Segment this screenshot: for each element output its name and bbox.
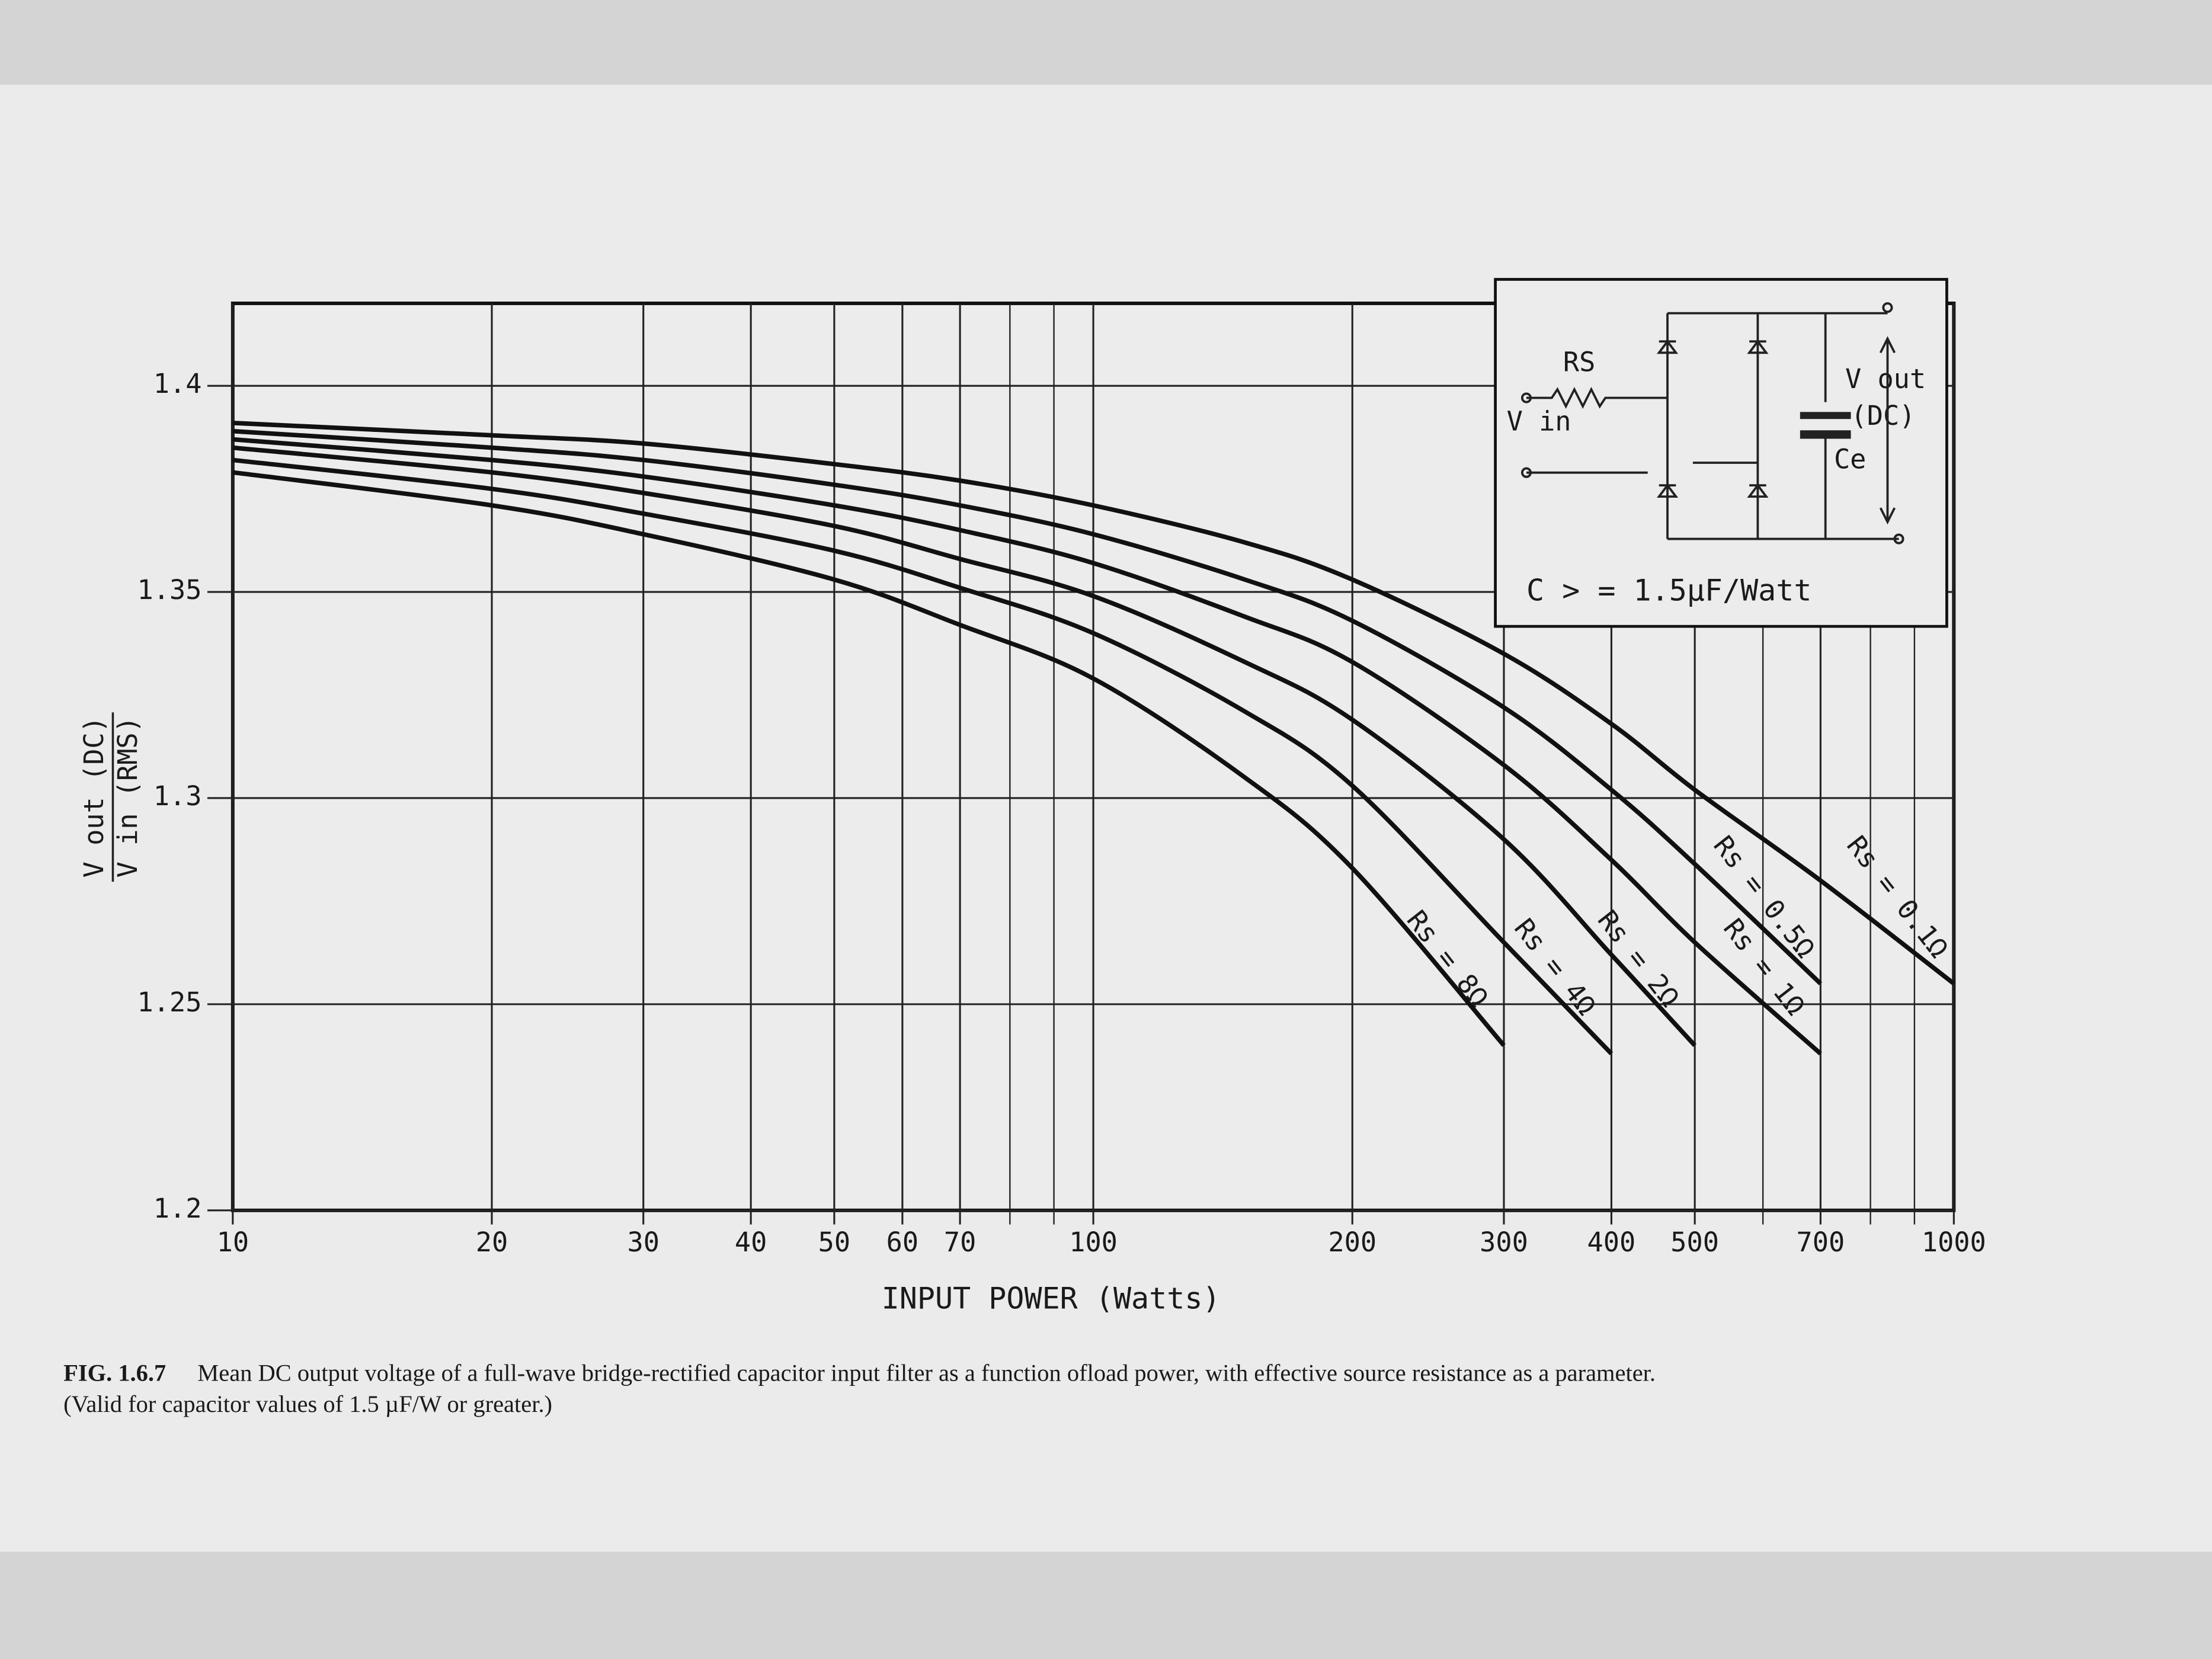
terminal: [1520, 392, 1532, 403]
curve: [232, 428, 1822, 985]
inset-circuit: RS V in V out (DC) Ce C > = 1.5µF/Watt: [1494, 278, 1948, 628]
inset-label: V out: [1845, 363, 1926, 395]
diodes: [1656, 340, 1769, 498]
x-tick-label: 50: [818, 1226, 850, 1258]
curve: [232, 420, 1955, 986]
inset-label: V in: [1507, 405, 1571, 437]
y-tick-label: 1.4: [153, 368, 202, 399]
curve: [232, 437, 1822, 1056]
inset-label: RS: [1563, 346, 1595, 377]
x-tick-label: 1000: [1922, 1226, 1986, 1258]
arrow: [1879, 336, 1896, 525]
capacitor: [1800, 430, 1851, 439]
caption-text: Mean DC output voltage of a full-wave br…: [197, 1360, 1656, 1386]
x-axis-title: INPUT POWER (Watts): [882, 1282, 1221, 1316]
x-tick-label: 300: [1480, 1226, 1528, 1258]
y-axis-title-numerator: V out (DC): [78, 716, 110, 877]
inset-label: (DC): [1851, 400, 1916, 431]
y-tick-label: 1.35: [137, 574, 202, 606]
x-tick-label: 40: [735, 1226, 767, 1258]
x-tick-label: 700: [1797, 1226, 1845, 1258]
capacitor: [1800, 412, 1851, 419]
terminal: [1520, 467, 1532, 478]
x-tick-label: 60: [886, 1226, 918, 1258]
x-tick-label: 500: [1670, 1226, 1719, 1258]
curve: [232, 470, 1506, 1047]
wires: [1526, 312, 1899, 540]
curve: [232, 457, 1614, 1056]
y-axis-title: V out (DC) V in (RMS): [78, 712, 143, 882]
x-tick-label: 10: [217, 1226, 249, 1258]
caption-label: FIG. 1.6.7: [63, 1360, 166, 1386]
curve: [232, 445, 1696, 1048]
inset-box: [1494, 278, 1948, 628]
x-tick-label: 70: [944, 1226, 976, 1258]
x-tick-label: 20: [476, 1226, 508, 1258]
resistor: [1526, 386, 1668, 409]
x-tick-label: 30: [627, 1226, 659, 1258]
x-tick-label: 400: [1587, 1226, 1636, 1258]
y-axis-title-denominator: V in (RMS): [112, 716, 143, 877]
inset-label: Ce: [1834, 444, 1866, 475]
caption-note: (Valid for capacitor values of 1.5 µF/W …: [63, 1391, 552, 1417]
inset-note: C > = 1.5µF/Watt: [1526, 574, 1812, 608]
y-tick-label: 1.2: [153, 1193, 202, 1224]
x-tick-label: 100: [1069, 1226, 1118, 1258]
x-tick-label: 200: [1328, 1226, 1377, 1258]
terminal: [1882, 302, 1893, 313]
y-tick-label: 1.25: [137, 987, 202, 1018]
terminal: [1893, 533, 1904, 545]
y-tick-label: 1.3: [153, 780, 202, 812]
